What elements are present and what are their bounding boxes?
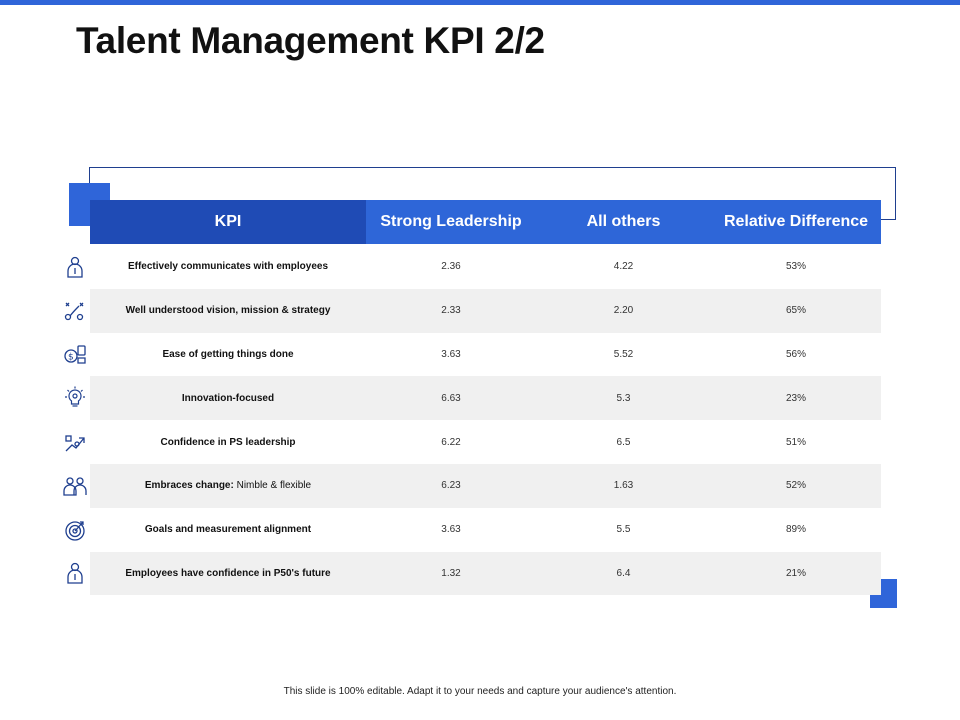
kpi-cell: Embraces change: Nimble & flexible: [144, 480, 312, 492]
kpi-cell: Well understood vision, mission & strate…: [125, 305, 331, 317]
footer-note: This slide is 100% editable. Adapt it to…: [283, 686, 677, 697]
strong-leadership-cell: 6.63: [441, 392, 461, 404]
all-others-cell: 5.52: [613, 348, 634, 360]
strong-leadership-cell: 2.36: [441, 261, 461, 273]
kpi-cell: Employees have confidence in P50's futur…: [125, 567, 331, 579]
kpi-cell: Goals and measurement alignment: [144, 524, 312, 536]
target-icon: [58, 508, 92, 552]
top-accent-bar: [0, 0, 960, 5]
all-others-cell: 5.3: [616, 392, 631, 404]
employee-icon: [58, 245, 92, 289]
all-others-cell: 6.4: [616, 567, 631, 579]
table-body: Effectively communicates with employees …: [90, 245, 881, 596]
relative-difference-cell: 23%: [785, 392, 806, 404]
kpi-cell: Confidence in PS leadership: [160, 436, 296, 448]
kpi-cell: Effectively communicates with employees: [127, 261, 329, 273]
row-icons: $: [58, 245, 92, 595]
header-all-others: All others: [536, 200, 711, 244]
table-row: Confidence in PS leadership 6.22 6.5 51%: [90, 420, 881, 464]
table-row: Well understood vision, mission & strate…: [90, 288, 881, 333]
table-row: Goals and measurement alignment 3.63 5.5…: [90, 508, 881, 552]
table-row: Employees have confidence in P50's futur…: [90, 551, 881, 596]
strong-leadership-cell: 1.32: [441, 567, 461, 579]
all-others-cell: 5.5: [616, 524, 631, 536]
header-relative-difference: Relative Difference: [711, 200, 881, 244]
strong-leadership-cell: 6.22: [441, 436, 461, 448]
table-row: Ease of getting things done 3.63 5.52 56…: [90, 333, 881, 377]
relative-difference-cell: 21%: [785, 567, 806, 579]
strong-leadership-cell: 3.63: [441, 524, 461, 536]
all-others-cell: 4.22: [613, 261, 634, 273]
relative-difference-cell: 65%: [785, 305, 806, 317]
strong-leadership-cell: 3.63: [441, 348, 461, 360]
relative-difference-cell: 89%: [785, 524, 806, 536]
growth-icon: [58, 420, 92, 464]
money-icon: $: [58, 333, 92, 377]
relative-difference-cell: 51%: [785, 436, 806, 448]
kpi-cell: Ease of getting things done: [162, 348, 294, 360]
table-row: Innovation-focused 6.63 5.3 23%: [90, 376, 881, 421]
svg-text:$: $: [68, 353, 74, 363]
strategy-icon: [58, 289, 92, 333]
header-kpi: KPI: [90, 200, 366, 244]
strong-leadership-cell: 2.33: [441, 305, 461, 317]
header-strong-leadership: Strong Leadership: [366, 200, 536, 244]
team-icon: [58, 464, 92, 508]
relative-difference-cell: 53%: [785, 261, 806, 273]
kpi-cell: Innovation-focused: [181, 392, 275, 404]
table-row: Effectively communicates with employees …: [90, 245, 881, 289]
lightbulb-icon: [58, 376, 92, 420]
table-header: KPI Strong Leadership All others Relativ…: [90, 200, 881, 244]
relative-difference-cell: 52%: [785, 480, 806, 492]
all-others-cell: 2.20: [613, 305, 634, 317]
relative-difference-cell: 56%: [785, 348, 806, 360]
all-others-cell: 6.5: [616, 436, 631, 448]
page-title: Talent Management KPI 2/2: [76, 20, 545, 61]
strong-leadership-cell: 6.23: [441, 480, 461, 492]
all-others-cell: 1.63: [613, 480, 634, 492]
table-row: Embraces change: Nimble & flexible 6.23 …: [90, 463, 881, 508]
employee-icon: [58, 552, 92, 596]
